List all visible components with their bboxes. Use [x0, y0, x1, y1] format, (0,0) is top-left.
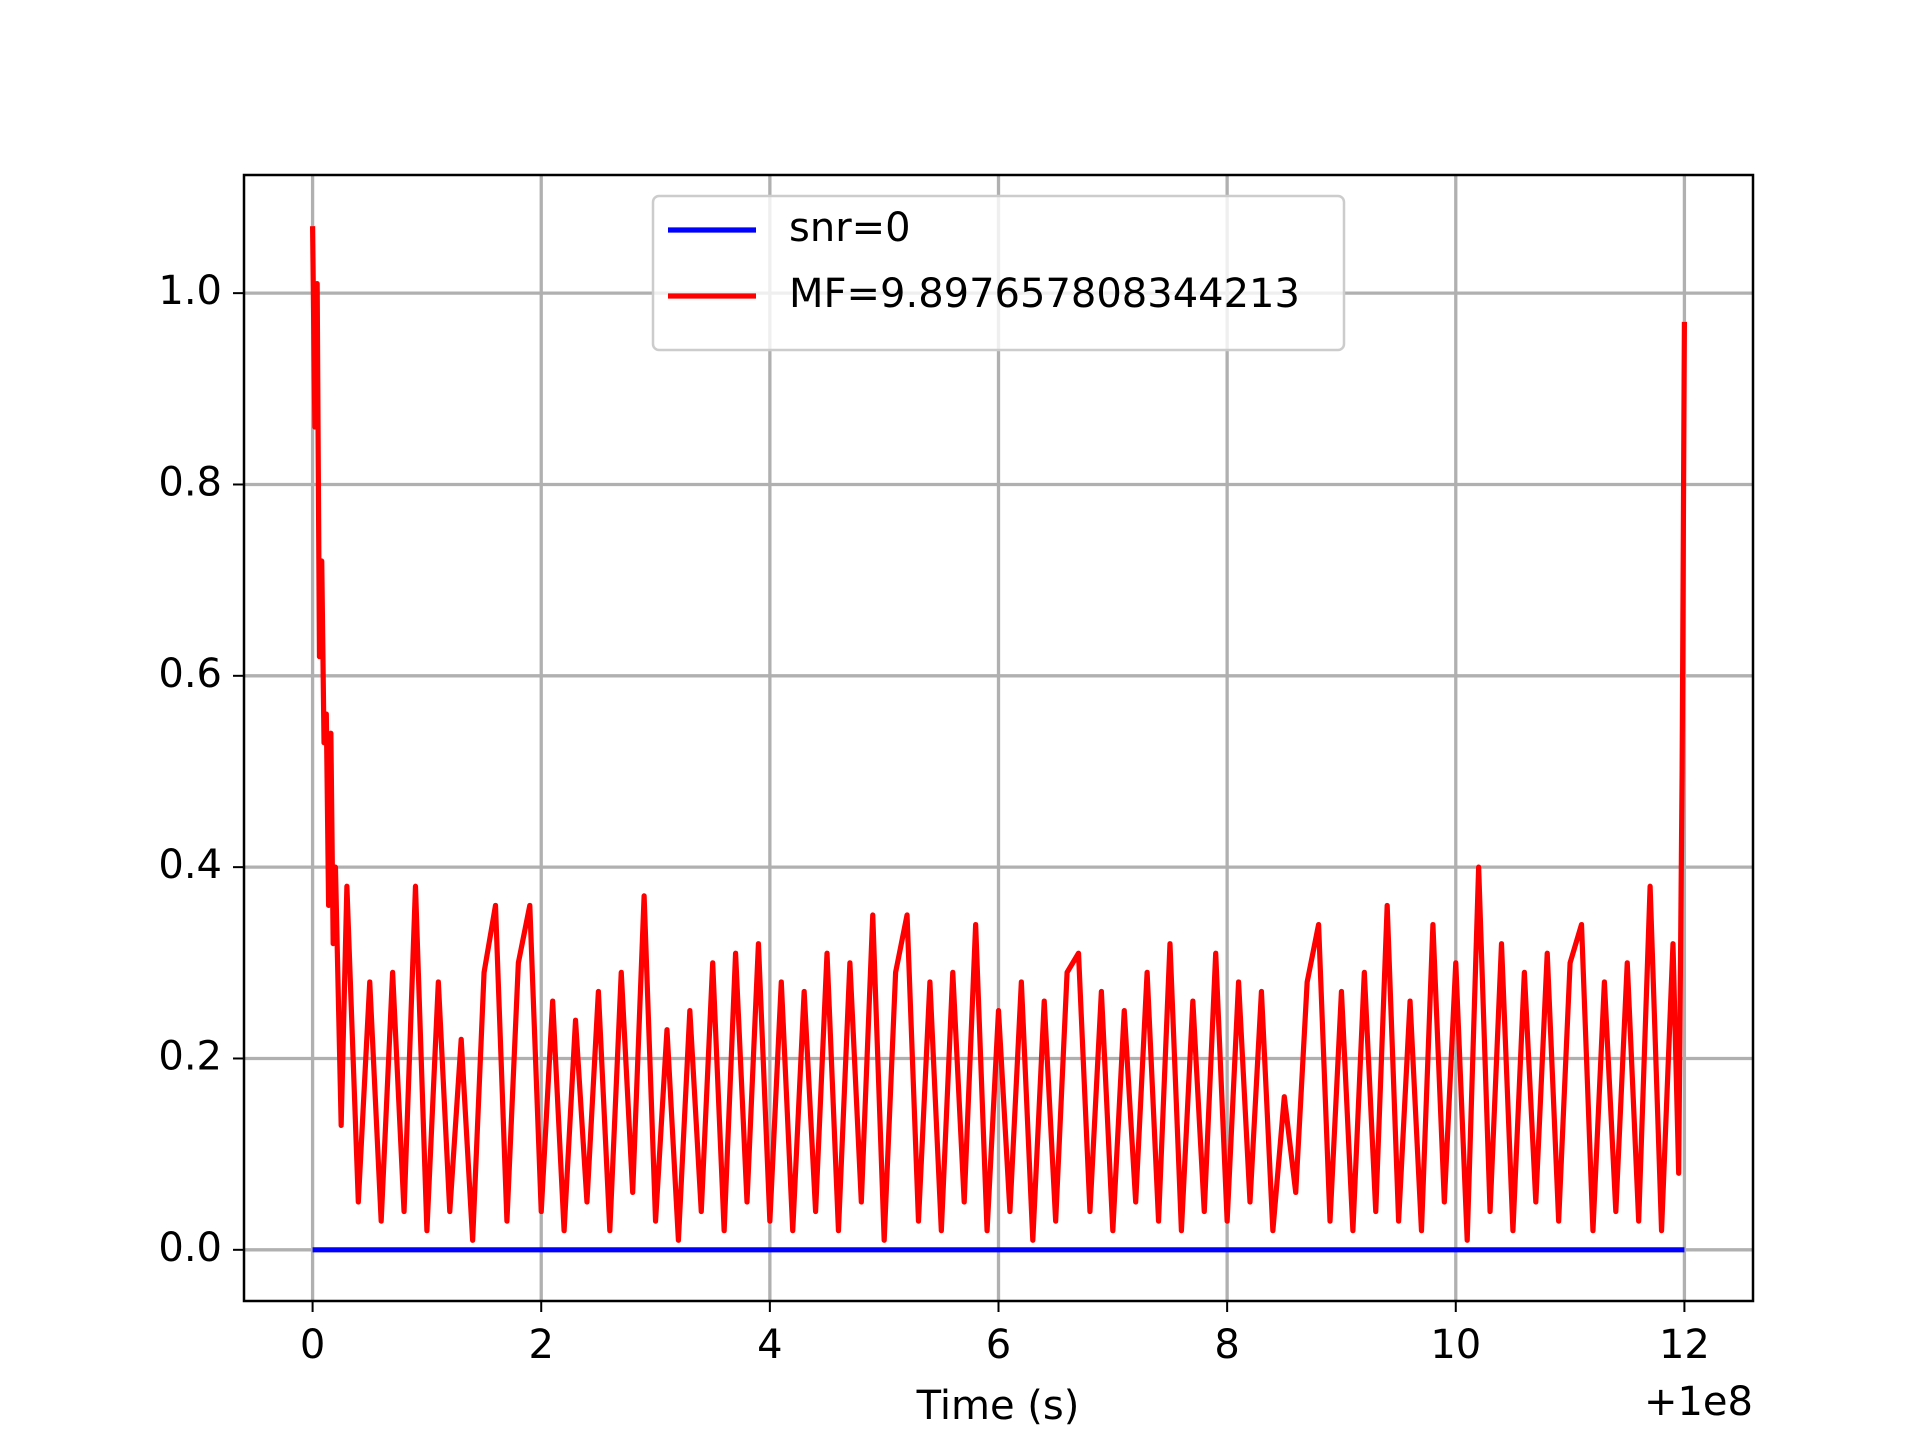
y-tick-label: 0.6: [158, 651, 222, 697]
y-tick-label: 0.4: [158, 842, 222, 888]
series-line: [309, 226, 1688, 1243]
x-tick-label: 8: [1214, 1322, 1239, 1368]
x-offset-label: +1e8: [1644, 1379, 1753, 1425]
x-tick-label: 4: [757, 1322, 782, 1368]
legend-label: MF=9.897657808344213: [789, 271, 1300, 317]
x-tick-label: 12: [1659, 1322, 1710, 1368]
y-tick-label: 1.0: [158, 268, 222, 314]
y-tick-label: 0.0: [158, 1225, 222, 1271]
x-tick-label: 10: [1430, 1322, 1481, 1368]
plot-frame: [242, 173, 1755, 1303]
x-tick-label: 0: [300, 1322, 325, 1368]
y-tick-label: 0.8: [158, 459, 222, 505]
x-tick-label: 2: [529, 1322, 554, 1368]
x-axis-label: Time (s): [916, 1383, 1080, 1429]
x-tick-label: 6: [986, 1322, 1011, 1368]
legend-label: snr=0: [789, 205, 911, 251]
legend-box: [651, 194, 1346, 352]
y-tick-label: 0.2: [158, 1033, 222, 1079]
